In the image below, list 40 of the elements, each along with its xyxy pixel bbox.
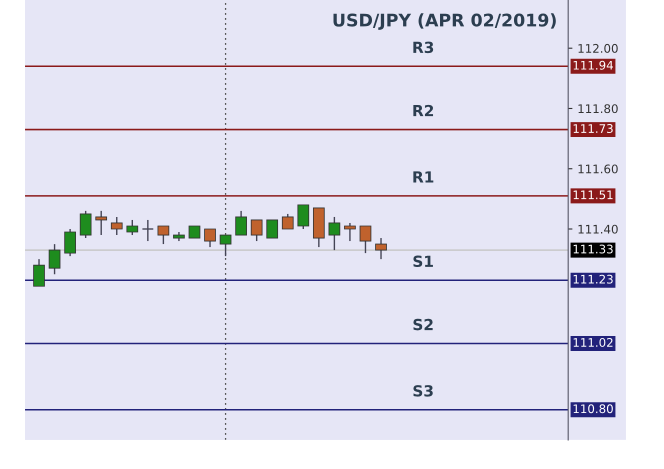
text: 111.60 bbox=[578, 164, 618, 174]
candlestick bbox=[204, 228, 216, 248]
candlestick bbox=[64, 228, 76, 257]
candlestick bbox=[188, 226, 200, 238]
candlestick bbox=[375, 237, 387, 260]
text: USD/JPY (APR 02/2019) bbox=[334, 13, 556, 30]
ref-line-label: 111.94 bbox=[574, 60, 613, 70]
ref-line-label: 111.51 bbox=[574, 190, 613, 200]
annotation: S1 bbox=[413, 256, 433, 268]
ref-line-label: 110.80 bbox=[574, 404, 613, 414]
text: 112.00 bbox=[578, 44, 618, 53]
text: 111.80 bbox=[578, 104, 618, 114]
text: 111.40 bbox=[578, 224, 618, 234]
candlestick bbox=[142, 219, 154, 242]
annotation: R2 bbox=[413, 104, 434, 116]
candlestick bbox=[173, 231, 185, 242]
candlestick bbox=[266, 220, 278, 238]
candlestick bbox=[126, 219, 138, 236]
annotation: R3 bbox=[413, 42, 434, 54]
ref-line-label: 111.73 bbox=[574, 124, 613, 133]
ref-line-label: 111.23 bbox=[574, 274, 613, 284]
ref-line-label: 111.33 bbox=[574, 244, 613, 254]
candlestick bbox=[110, 216, 123, 236]
candlestick bbox=[344, 222, 356, 242]
annotation: S3 bbox=[413, 385, 433, 397]
candlestick bbox=[250, 219, 263, 242]
annotation: R1 bbox=[413, 171, 434, 182]
candlestick bbox=[297, 204, 310, 230]
candlestick bbox=[328, 216, 340, 251]
candlestick bbox=[235, 210, 247, 236]
ref-line-label: 111.02 bbox=[574, 338, 612, 347]
candlestick bbox=[33, 258, 45, 287]
candlestick bbox=[48, 243, 60, 275]
candlestick bbox=[220, 234, 232, 257]
candlestick bbox=[95, 210, 108, 236]
candlestick bbox=[80, 210, 92, 239]
annotation: S2 bbox=[413, 318, 433, 330]
candlestick bbox=[360, 225, 372, 254]
candlestick bbox=[282, 213, 294, 230]
candlestick bbox=[158, 225, 170, 245]
